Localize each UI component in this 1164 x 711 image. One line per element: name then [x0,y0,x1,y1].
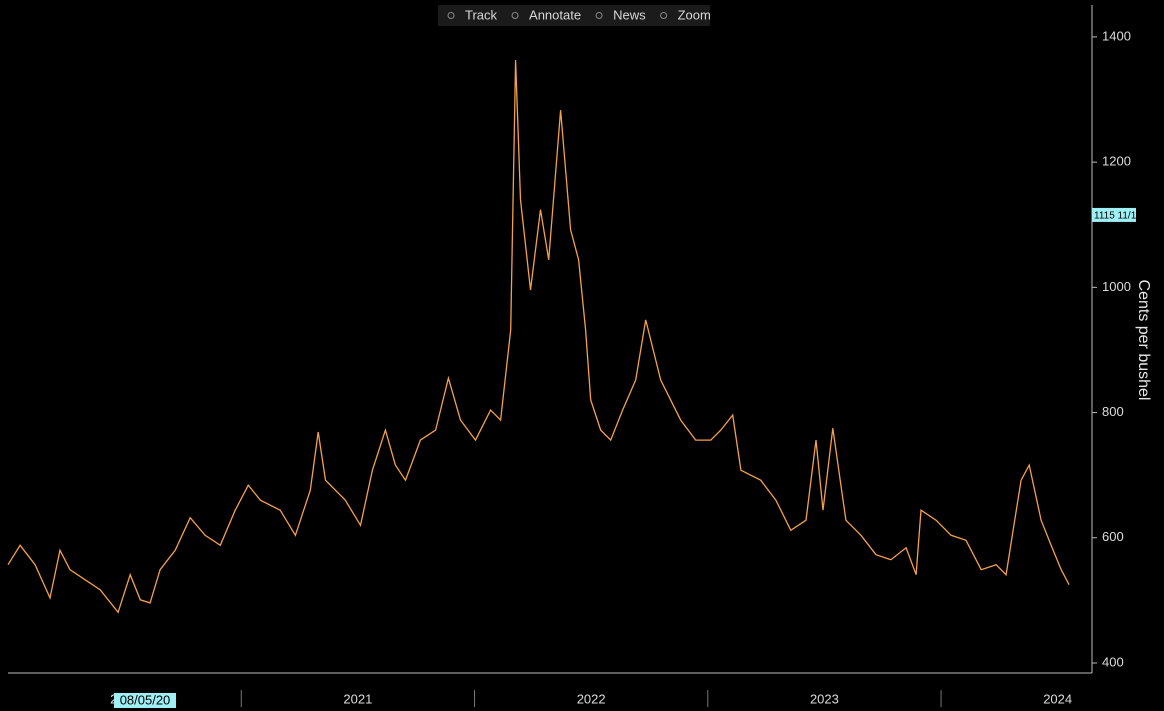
toolbar-button-label[interactable]: Annotate [529,7,581,22]
toolbar-button-label[interactable]: News [613,7,646,22]
last-price: 1115 11/16 [1094,211,1142,222]
y-tick-label: 600 [1102,529,1124,544]
toolbar-button-label[interactable]: Track [465,7,498,22]
crosshair-date-box [114,693,176,708]
last-price-box [1092,207,1136,222]
y-axis-label: Cents per bushel [1135,280,1152,401]
toolbar-button[interactable]: Annotate [511,7,581,22]
toolbar: Track Annotate News Zoom [438,5,711,26]
toolbar-icon[interactable] [660,12,668,19]
toolbar-icon[interactable] [511,12,519,19]
toolbar-bg [438,5,710,26]
x-tick-label: 2022 [577,691,606,706]
y-tick-label: 800 [1102,404,1124,419]
toolbar-icon[interactable] [595,12,603,19]
toolbar-button[interactable]: Zoom [660,7,711,22]
toolbar-icon[interactable] [447,12,455,19]
y-tick-label: 1000 [1102,279,1131,294]
x-tick-label: 2021 [343,691,372,706]
y-tick-label: 1200 [1102,154,1131,169]
toolbar-button[interactable]: Track [447,7,498,22]
crosshair-date: 08/05/20 [120,692,171,707]
y-tick-label: 1400 [1102,28,1131,43]
toolbar-button-label[interactable]: Zoom [678,7,711,22]
x-tick-label: 2024 [1043,691,1072,706]
toolbar-button[interactable]: News [595,7,646,22]
x-tick-label: 2023 [810,691,839,706]
y-tick-label: 400 [1102,654,1124,669]
price-line [7,60,1070,614]
